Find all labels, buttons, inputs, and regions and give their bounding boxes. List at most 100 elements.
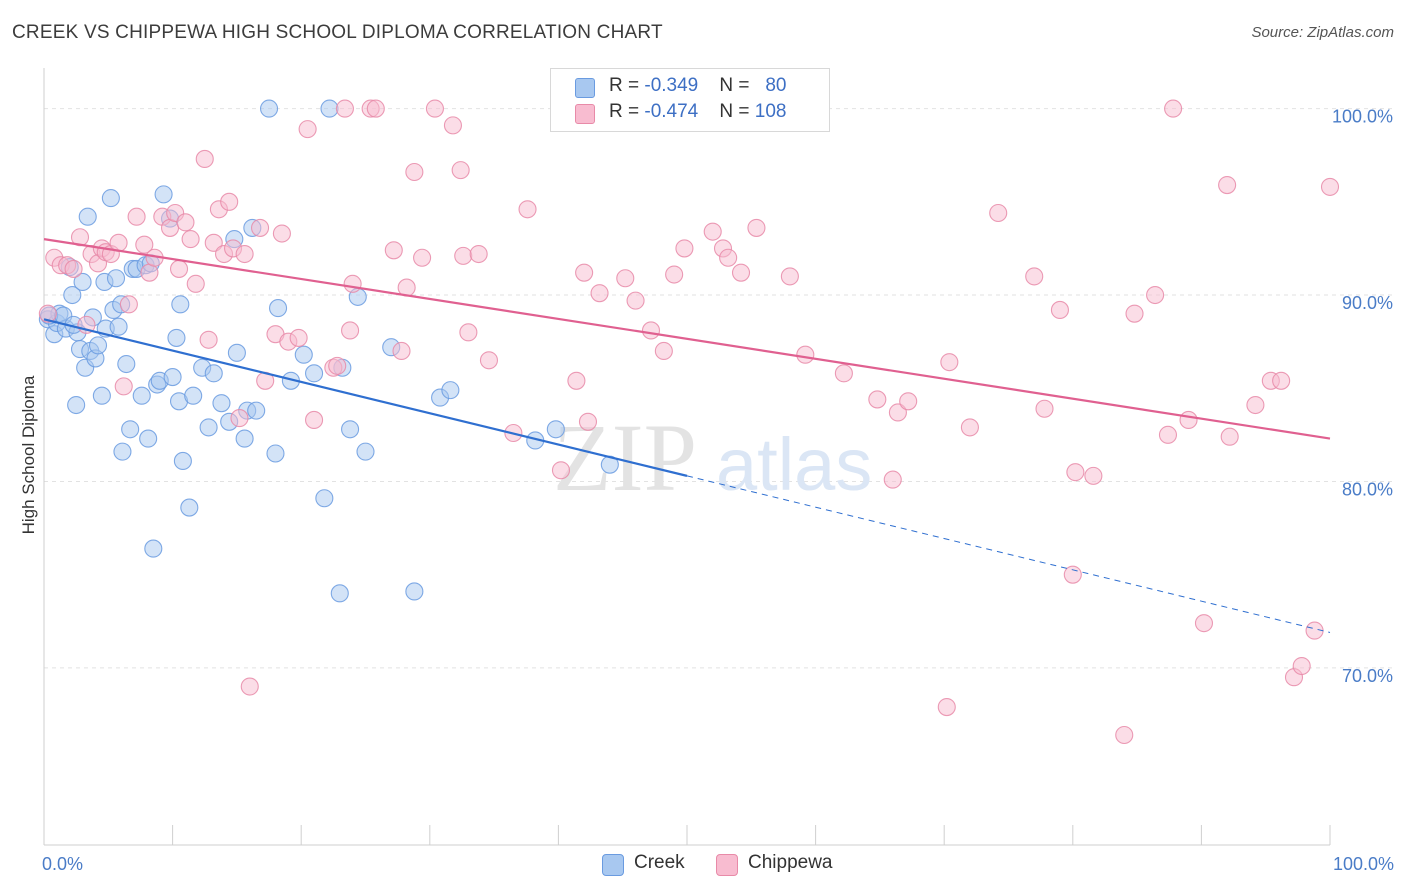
chippewa-point [578, 412, 598, 431]
chippewa-point [960, 418, 979, 437]
chippewa-point [343, 274, 362, 293]
creek-point [173, 451, 192, 471]
chippewa-point [305, 410, 324, 429]
gridlines [44, 108, 1392, 669]
n-value: 108 [754, 101, 787, 122]
chippewa-point [575, 263, 594, 282]
chippewa-point [479, 351, 499, 370]
n-label: N = [719, 101, 755, 122]
creek-point [305, 364, 324, 383]
chippewa-point [675, 239, 694, 258]
r-value: -0.349 [644, 75, 699, 96]
chippewa-trend-line [43, 238, 1331, 440]
chippewa-point [747, 218, 766, 237]
creek-point [266, 444, 285, 463]
chippewa-point [469, 244, 488, 264]
chippewa-point [384, 241, 403, 260]
chippewa-point [1194, 614, 1214, 633]
chippewa-point [392, 341, 411, 361]
creek-point [63, 285, 82, 305]
creek-point [117, 354, 136, 374]
chippewa-point [567, 371, 586, 390]
data-points [38, 99, 1340, 745]
creek-point [199, 418, 218, 437]
creek-point [294, 345, 313, 364]
creek-trend-line [43, 318, 688, 477]
chippewa-point [1164, 99, 1183, 118]
chippewa-point [883, 470, 902, 489]
chippewa-point [1218, 175, 1237, 195]
chippewa-point [1115, 725, 1134, 745]
trend-lines [43, 238, 1331, 633]
chippewa-point [654, 341, 673, 361]
chippewa-point [1066, 463, 1085, 482]
x-tick-labels: 0.0% 100.0% [42, 854, 1394, 874]
creek-point [212, 394, 231, 413]
creek-point [184, 386, 203, 405]
chippewa-point [235, 244, 254, 264]
chippewa-point [169, 259, 189, 278]
correlation-legend: R = -0.349 N = 80 R = -0.474 N = 108 [550, 68, 830, 132]
creek-point [88, 336, 108, 355]
r-label: R = [609, 75, 645, 96]
creek-point [101, 189, 120, 208]
y-tick-label: 70.0% [1342, 666, 1393, 686]
chippewa-point [780, 267, 799, 286]
creek-point [163, 368, 182, 387]
creek-point [546, 420, 565, 439]
legend-label-chippewa: Chippewa [748, 852, 833, 873]
chippewa-point [127, 207, 146, 226]
chippewa-point [289, 328, 308, 347]
creek-point [109, 317, 128, 336]
chippewa-point [1125, 304, 1144, 323]
chippewa-point [199, 330, 218, 349]
chippewa-point [1292, 656, 1311, 676]
chippewa-point [1025, 267, 1044, 286]
y-axis-label: High School Diploma [19, 375, 38, 534]
chippewa-point [220, 192, 239, 211]
chippewa-point [703, 222, 722, 241]
chippewa-point [341, 321, 360, 340]
chippewa-point [425, 99, 444, 118]
source-label: Source: ZipAtlas.com [1251, 24, 1394, 41]
chippewa-point [366, 99, 385, 118]
y-tick-labels: 100.0% 90.0% 80.0% 70.0% [1332, 107, 1393, 686]
chippewa-point [989, 203, 1008, 223]
chippewa-point [240, 677, 259, 696]
creek-point [341, 420, 360, 439]
chippewa-point [899, 392, 918, 411]
chippewa-point [665, 265, 684, 284]
creek-point [405, 582, 424, 601]
chippewa-point [518, 200, 537, 219]
chippewa-point [135, 235, 154, 254]
watermark: ZIP atlas [553, 404, 872, 511]
creek-point [73, 272, 92, 292]
axes [43, 68, 1331, 846]
creek-point [144, 539, 163, 558]
chippewa-point [834, 364, 853, 383]
creek-point [441, 381, 460, 400]
chippewa-point [551, 461, 571, 480]
x-tick-label: 0.0% [42, 854, 83, 874]
chippewa-legend-swatch [716, 854, 738, 876]
creek-point [139, 429, 158, 448]
creek-point [106, 269, 126, 288]
chippewa-point [1179, 410, 1198, 429]
chippewa-point [413, 248, 432, 267]
creek-legend-swatch [602, 854, 624, 876]
chippewa-point [1246, 395, 1265, 415]
chippewa-point [230, 409, 249, 428]
chippewa-point [1146, 285, 1165, 305]
chippewa-point [443, 116, 462, 135]
chippewa-point [1084, 466, 1103, 485]
creek-point [330, 584, 349, 603]
chart-title: CREEK VS CHIPPEWA HIGH SCHOOL DIPLOMA CO… [12, 22, 663, 43]
creek-point [132, 386, 151, 405]
chippewa-point [186, 274, 205, 293]
creek-trend-extension [686, 475, 1331, 633]
legend-label-creek: Creek [634, 852, 685, 873]
creek-point [227, 343, 246, 362]
chippewa-point [459, 323, 478, 342]
creek-point [259, 99, 279, 118]
